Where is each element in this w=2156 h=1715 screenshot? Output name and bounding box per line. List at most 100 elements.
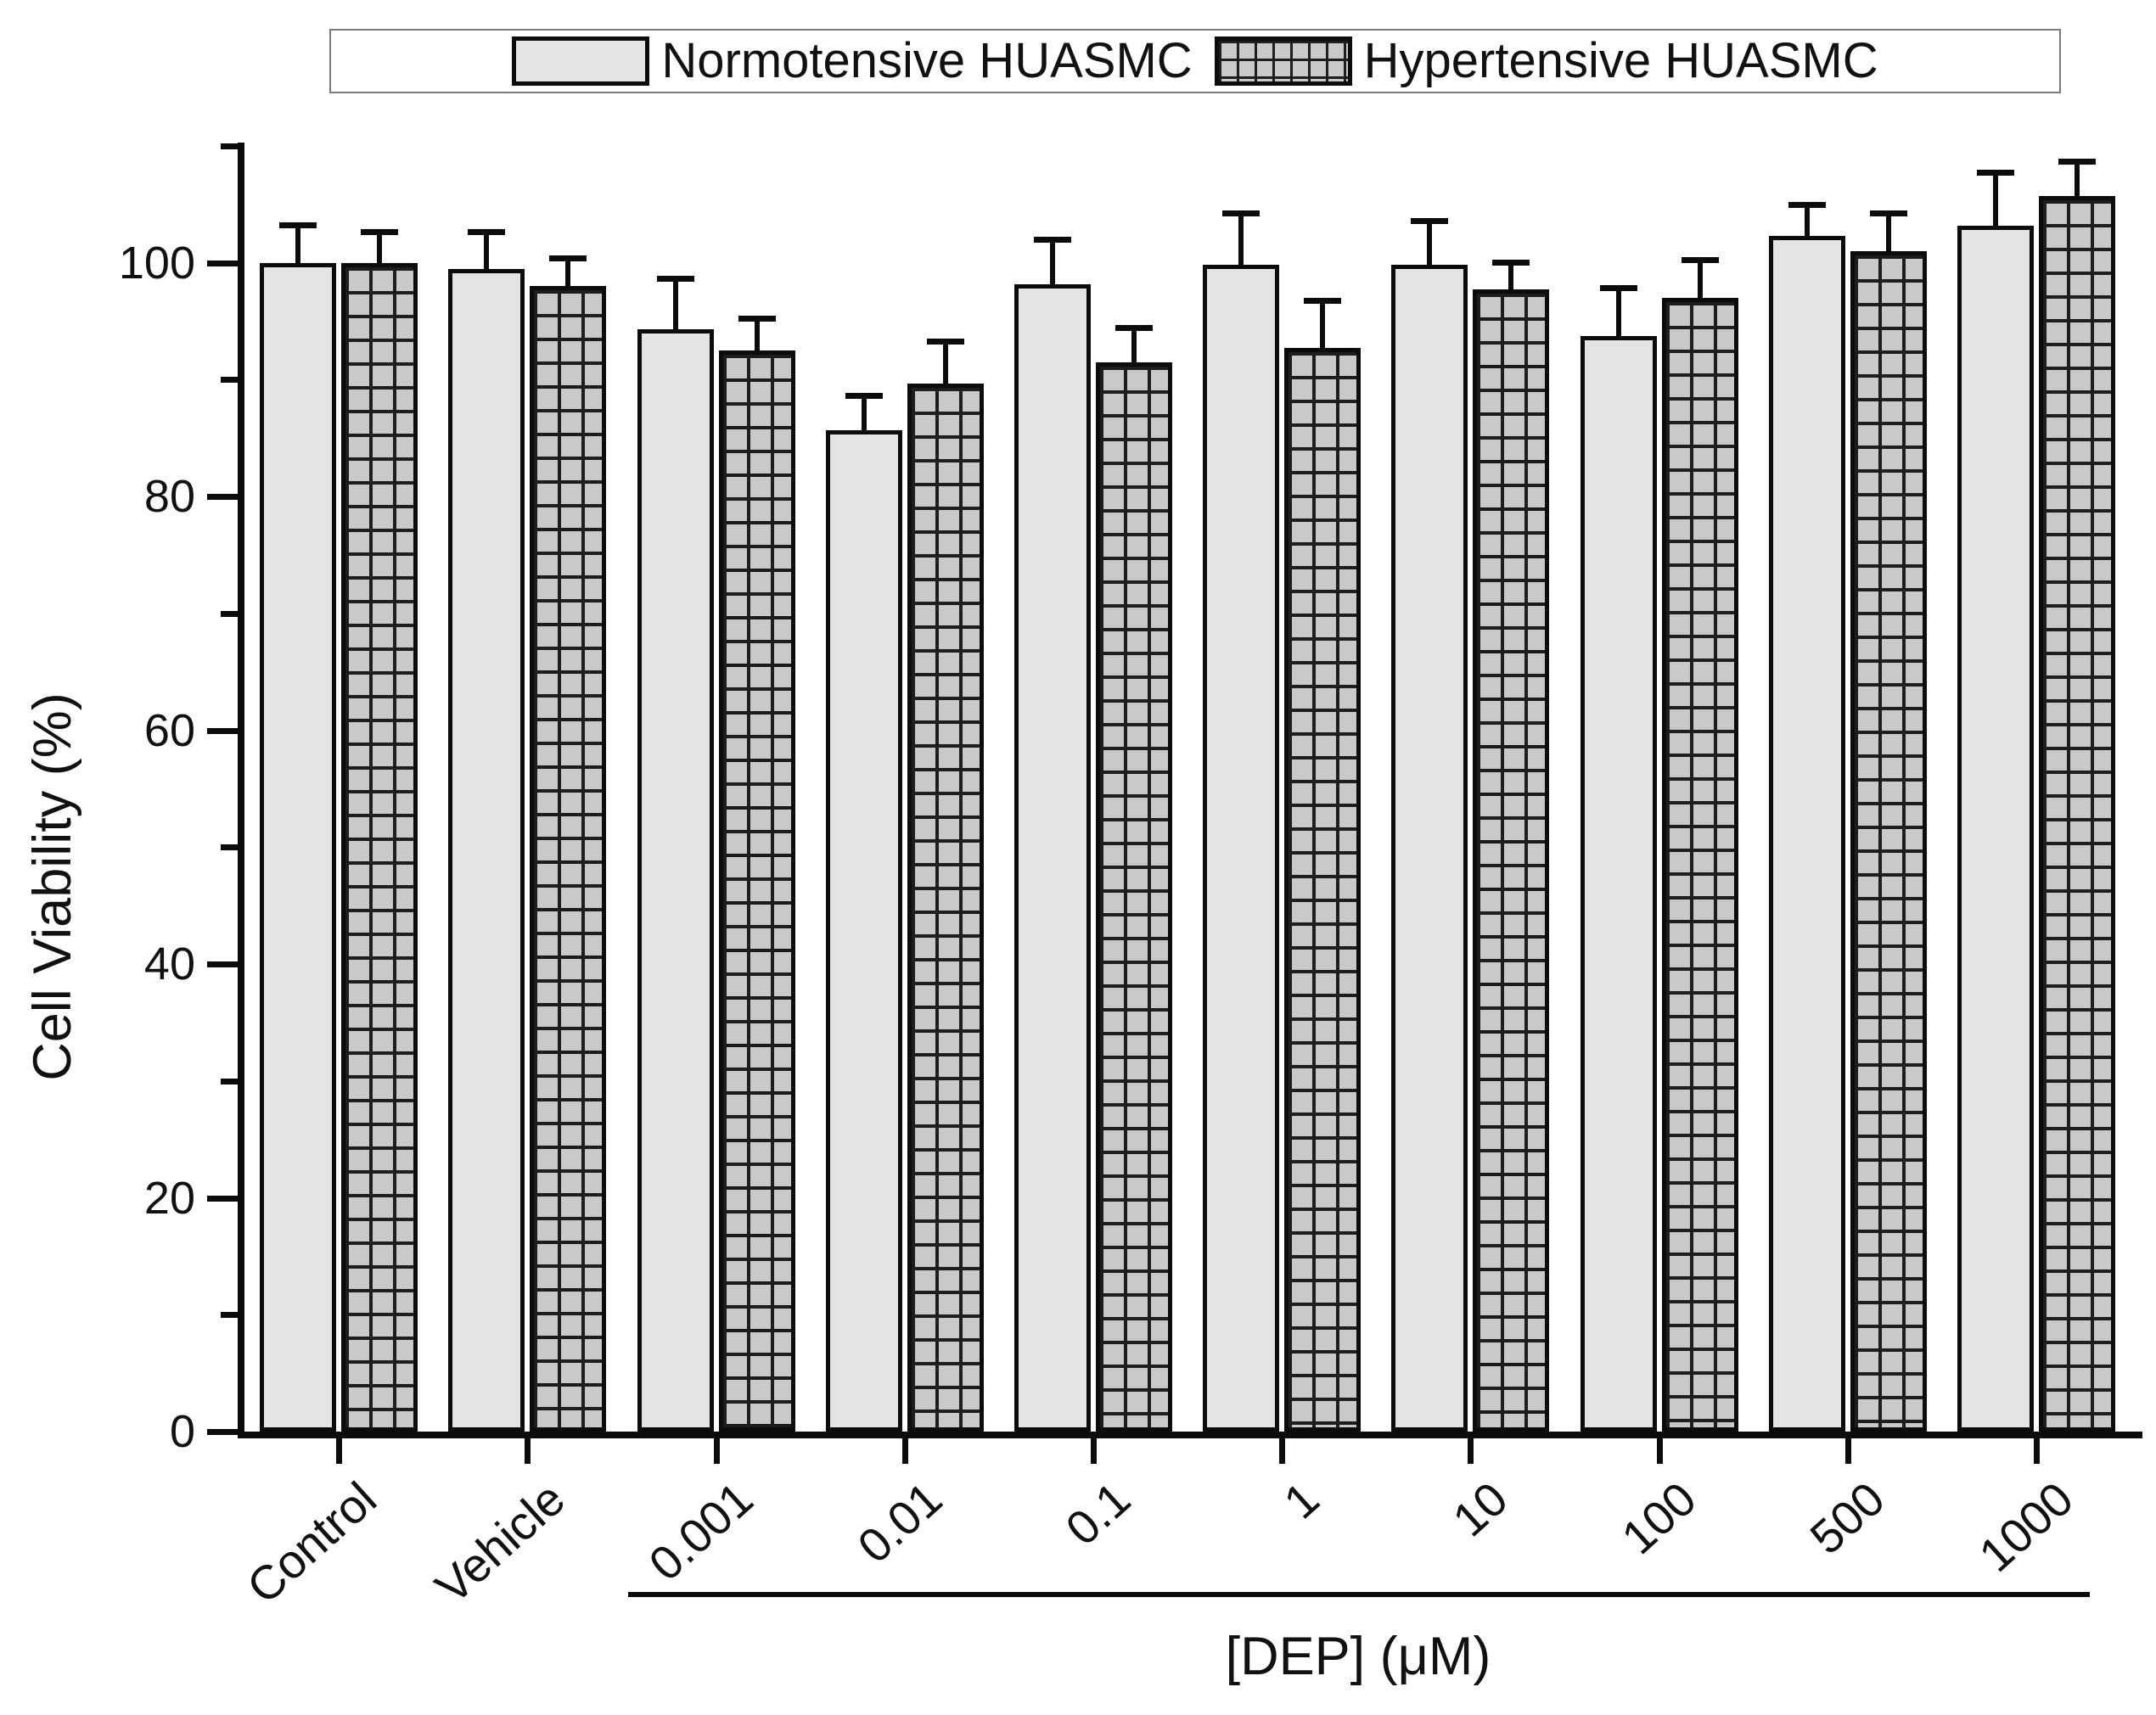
bar-normotensive-1000 <box>1957 225 2034 1432</box>
y-minor-tick <box>221 844 238 851</box>
x-tick-label: 100 <box>1611 1471 1706 1565</box>
bar-hypertensive-100 <box>1661 298 1738 1432</box>
dep-group-line <box>628 1592 2090 1597</box>
error-bar-cap <box>1114 324 1153 331</box>
y-minor-tick <box>221 1078 238 1084</box>
x-tick <box>1090 1438 1097 1464</box>
error-bar-cap <box>1304 298 1342 305</box>
x-tick-label: Control <box>236 1471 386 1614</box>
error-bar-stem <box>2074 159 2080 201</box>
error-bar-cap <box>468 228 506 235</box>
x-tick <box>713 1438 720 1464</box>
error-bar-cap <box>1869 210 1907 216</box>
error-bar-stem <box>1697 256 1703 303</box>
error-bar-cap <box>1411 218 1449 225</box>
y-major-tick <box>207 494 238 501</box>
legend: Normotensive HUASMC Hypertensive HUASMC <box>329 29 2061 93</box>
bar-normotensive-0.01 <box>825 429 902 1432</box>
error-bar-cap <box>1033 237 1071 244</box>
error-bar-cap <box>279 221 317 228</box>
error-bar-stem <box>1049 237 1055 289</box>
error-bar-cap <box>1681 256 1719 263</box>
x-tick-label: 0.001 <box>638 1471 763 1591</box>
error-bar-stem <box>942 339 948 388</box>
normotensive-swatch-icon <box>512 36 650 86</box>
error-bar-stem <box>295 221 301 267</box>
x-tick <box>1279 1438 1286 1464</box>
bar-normotensive-Control <box>260 262 337 1432</box>
error-bar-stem <box>1131 324 1137 367</box>
error-bar-cap <box>1222 210 1260 216</box>
y-minor-tick <box>221 143 238 149</box>
error-bar-cap <box>738 315 776 322</box>
bar-hypertensive-500 <box>1850 250 1927 1432</box>
y-tick-label: 40 <box>143 939 195 990</box>
error-bar-cap <box>1599 284 1637 291</box>
x-tick-label: 0.1 <box>1055 1471 1141 1555</box>
legend-label-hypertensive: Hypertensive HUASMC <box>1363 33 1878 88</box>
y-tick-label: 0 <box>169 1406 195 1457</box>
x-tick <box>1656 1438 1663 1464</box>
x-tick-label: 1 <box>1273 1471 1329 1529</box>
y-tick-label: 20 <box>143 1172 195 1224</box>
y-major-tick <box>207 260 238 266</box>
error-bar-stem <box>1615 284 1621 341</box>
legend-label-normotensive: Normotensive HUASMC <box>661 33 1193 88</box>
error-bar-cap <box>549 255 587 262</box>
bar-hypertensive-1 <box>1284 348 1362 1432</box>
bar-hypertensive-0.1 <box>1095 361 1172 1432</box>
error-bar-cap <box>361 228 399 235</box>
y-axis-title: Cell Viability (%) <box>23 692 82 1081</box>
x-tick <box>1844 1438 1851 1464</box>
x-tick-label: Vehicle <box>424 1471 575 1614</box>
bar-normotensive-10 <box>1391 265 1468 1432</box>
legend-item-normotensive: Normotensive HUASMC <box>512 33 1193 88</box>
x-tick <box>2033 1438 2040 1464</box>
error-bar-stem <box>1885 210 1891 255</box>
x-tick-label: 10 <box>1442 1471 1518 1547</box>
error-bar-cap <box>1492 259 1530 266</box>
bar-hypertensive-1000 <box>2038 196 2115 1432</box>
y-major-tick <box>207 961 238 968</box>
error-bar-cap <box>926 339 964 345</box>
bar-normotensive-100 <box>1580 336 1657 1432</box>
error-bar-stem <box>1320 298 1326 353</box>
error-bar-stem <box>754 315 760 356</box>
error-bar-stem <box>377 228 383 267</box>
y-tick-label: 100 <box>118 237 195 289</box>
error-bar-stem <box>672 275 678 334</box>
bar-normotensive-1 <box>1203 265 1280 1432</box>
y-minor-tick <box>221 610 238 617</box>
bar-normotensive-500 <box>1768 236 1845 1432</box>
bar-hypertensive-0.001 <box>718 350 795 1432</box>
x-tick-label: 1000 <box>1968 1471 2084 1583</box>
bar-normotensive-0.001 <box>637 329 714 1432</box>
y-major-tick <box>207 1429 238 1435</box>
error-bar-stem <box>1508 259 1514 294</box>
hypertensive-swatch-icon <box>1214 36 1352 86</box>
bar-hypertensive-Control <box>341 262 418 1432</box>
x-tick <box>336 1438 343 1464</box>
x-tick-label: 500 <box>1799 1471 1895 1565</box>
y-tick-label: 80 <box>143 471 195 523</box>
x-axis-line <box>238 1432 2142 1438</box>
error-bar-stem <box>484 228 490 273</box>
error-bar-cap <box>2058 159 2096 165</box>
error-bar-stem <box>1427 218 1433 270</box>
error-bar-stem <box>565 255 571 291</box>
error-bar-stem <box>861 392 867 434</box>
x-tick <box>525 1438 531 1464</box>
x-tick <box>1468 1438 1474 1464</box>
error-bar-cap <box>1976 169 2014 176</box>
x-tick-label: 0.01 <box>847 1471 952 1573</box>
y-tick-label: 60 <box>143 704 195 756</box>
bar-normotensive-Vehicle <box>448 268 525 1432</box>
error-bar-cap <box>1788 202 1826 209</box>
bar-hypertensive-Vehicle <box>530 286 607 1432</box>
error-bar-stem <box>1238 210 1244 270</box>
y-major-tick <box>207 727 238 734</box>
bar-normotensive-0.1 <box>1013 283 1091 1432</box>
x-axis-title: [DEP] (μM) <box>1225 1627 1491 1686</box>
error-bar-cap <box>656 275 694 282</box>
